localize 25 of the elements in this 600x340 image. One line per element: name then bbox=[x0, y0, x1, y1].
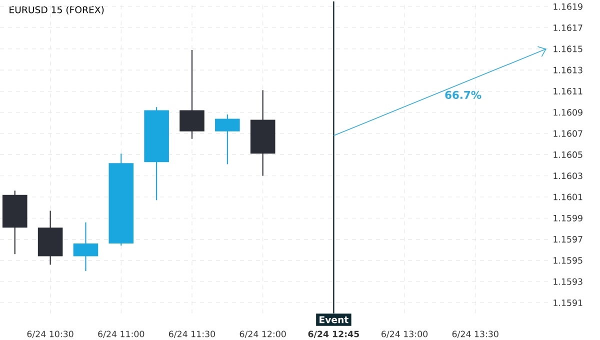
y-tick-label: 1.1607 bbox=[554, 130, 582, 137]
x-tick-label: 6/24 10:30 bbox=[27, 330, 74, 338]
x-tick-label: 6/24 11:30 bbox=[169, 330, 215, 338]
ref-line-label: Event bbox=[320, 316, 348, 324]
y-tick-label: 1.1603 bbox=[554, 172, 582, 180]
y-tick-label: 1.1615 bbox=[554, 46, 582, 52]
x-tick-label: 6/24 11:00 bbox=[98, 330, 144, 338]
y-tick-label: 1.1595 bbox=[554, 257, 582, 264]
x-tick-label: 6/24 13:00 bbox=[382, 330, 428, 338]
y-tick-label: 1.1609 bbox=[554, 109, 582, 116]
chart-title: EURUSD 15 (FOREX) bbox=[10, 6, 104, 14]
x-tick-label: 6/24 13:30 bbox=[452, 330, 498, 338]
y-tick-label: 1.1599 bbox=[554, 214, 582, 222]
x-tick-label: 6/24 12:00 bbox=[240, 330, 286, 338]
y-tick-label: 1.1613 bbox=[554, 66, 582, 74]
y-tick-label: 1.1619 bbox=[554, 3, 582, 10]
y-tick-label: 1.1611 bbox=[554, 88, 582, 95]
y-tick-label: 1.1601 bbox=[554, 194, 582, 200]
annotation: 66.7% bbox=[445, 90, 482, 99]
x-tick-label: 6/24 12:45 bbox=[308, 330, 360, 338]
y-tick-label: 1.1591 bbox=[554, 299, 582, 306]
y-tick-label: 1.1597 bbox=[554, 236, 582, 243]
y-tick-label: 1.1593 bbox=[554, 278, 582, 285]
y-tick-label: 1.1617 bbox=[554, 24, 582, 32]
y-tick-label: 1.1605 bbox=[554, 151, 582, 158]
